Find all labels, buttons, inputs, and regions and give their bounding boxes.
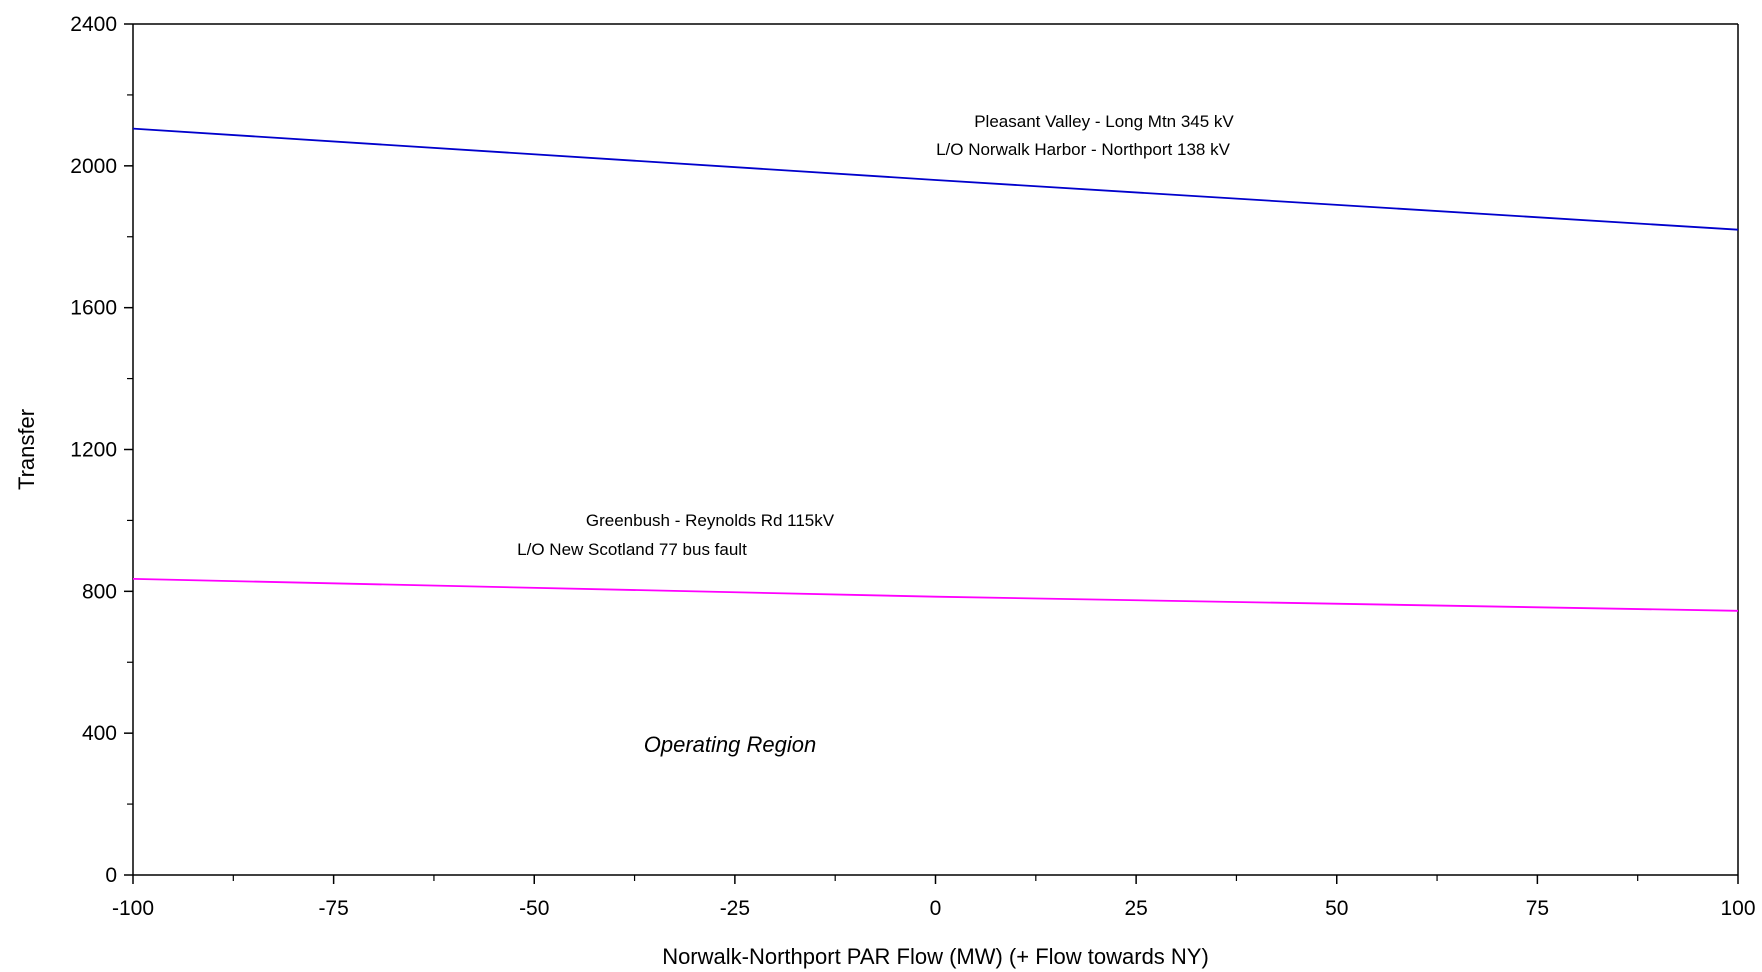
x-tick-label: 75 xyxy=(1526,897,1549,920)
y-ticks: 0 400 800 1200 1600 2000 2400 xyxy=(70,13,133,887)
series-label-line: L/O Norwalk Harbor - Northport 138 kV xyxy=(936,140,1230,159)
series-labels: Pleasant Valley - Long Mtn 345 kV L/O Nor… xyxy=(517,112,1234,559)
series-label-line: Pleasant Valley - Long Mtn 345 kV xyxy=(974,112,1234,131)
y-tick-label: 0 xyxy=(105,864,117,887)
x-tick-label: -25 xyxy=(720,897,750,920)
y-tick-label: 2000 xyxy=(70,155,117,178)
y-tick-label: 800 xyxy=(82,580,117,603)
x-axis-title: Norwalk-Northport PAR Flow (MW) (+ Flow … xyxy=(662,944,1209,969)
y-tick-label: 1600 xyxy=(70,297,117,320)
series-label-line: Greenbush - Reynolds Rd 115kV xyxy=(586,511,835,530)
y-tick-label: 1200 xyxy=(70,439,117,462)
y-tick-label: 400 xyxy=(82,722,117,745)
x-tick-label: 50 xyxy=(1325,897,1348,920)
x-tick-label: 100 xyxy=(1720,897,1755,920)
x-tick-label: 25 xyxy=(1124,897,1147,920)
y-axis-title: Transfer xyxy=(14,409,39,490)
series-group xyxy=(132,127,1739,612)
y-tick-label: 2400 xyxy=(70,13,117,36)
x-tick-label: -100 xyxy=(112,897,154,920)
x-tick-label: -50 xyxy=(519,897,549,920)
x-tick-label: -75 xyxy=(318,897,348,920)
series-line-pleasant-valley xyxy=(132,127,1739,231)
plot-area: -100 -75 -50 -25 0 25 50 75 100 0 400 800 1200 1600 2… xyxy=(70,13,1755,920)
x-ticks: -100 -75 -50 -25 0 25 50 75 100 xyxy=(112,875,1756,920)
series-label-line: L/O New Scotland 77 bus fault xyxy=(517,540,747,559)
x-tick-label: 0 xyxy=(930,897,942,920)
series-line-greenbush xyxy=(132,578,1739,612)
operating-region-annotation: Operating Region xyxy=(644,732,816,757)
